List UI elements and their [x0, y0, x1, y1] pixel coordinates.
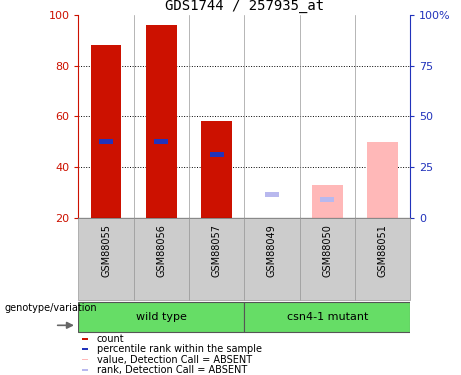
Bar	[154, 139, 168, 144]
Bar	[244, 217, 300, 300]
Bar	[82, 359, 89, 360]
Text: percentile rank within the sample: percentile rank within the sample	[97, 344, 262, 354]
Text: value, Detection Call = ABSENT: value, Detection Call = ABSENT	[97, 354, 252, 364]
Text: genotype/variation: genotype/variation	[5, 303, 97, 313]
Text: GSM88055: GSM88055	[101, 224, 111, 277]
Bar	[78, 217, 134, 300]
Bar	[300, 217, 355, 300]
Text: wild type: wild type	[136, 312, 187, 322]
Bar	[78, 302, 244, 332]
Text: csn4-1 mutant: csn4-1 mutant	[287, 312, 368, 322]
Text: GSM88049: GSM88049	[267, 224, 277, 277]
Bar	[201, 122, 232, 218]
Bar	[312, 184, 343, 218]
Bar	[355, 217, 410, 300]
Bar	[82, 369, 89, 370]
Bar	[134, 217, 189, 300]
Text: GSM88050: GSM88050	[322, 224, 332, 277]
Text: GSM88056: GSM88056	[156, 224, 166, 277]
Bar	[82, 338, 89, 340]
Text: rank, Detection Call = ABSENT: rank, Detection Call = ABSENT	[97, 365, 247, 375]
Title: GDS1744 / 257935_at: GDS1744 / 257935_at	[165, 0, 324, 13]
Bar	[244, 302, 410, 332]
Bar	[367, 142, 398, 218]
Bar	[91, 45, 121, 218]
Bar	[146, 25, 177, 217]
Bar	[99, 139, 113, 144]
Bar	[210, 152, 224, 157]
Text: count: count	[97, 334, 124, 344]
Bar	[82, 348, 89, 350]
Bar	[320, 197, 334, 202]
Text: GSM88051: GSM88051	[378, 224, 388, 277]
Text: GSM88057: GSM88057	[212, 224, 222, 277]
Bar	[189, 217, 244, 300]
Bar	[265, 192, 279, 197]
